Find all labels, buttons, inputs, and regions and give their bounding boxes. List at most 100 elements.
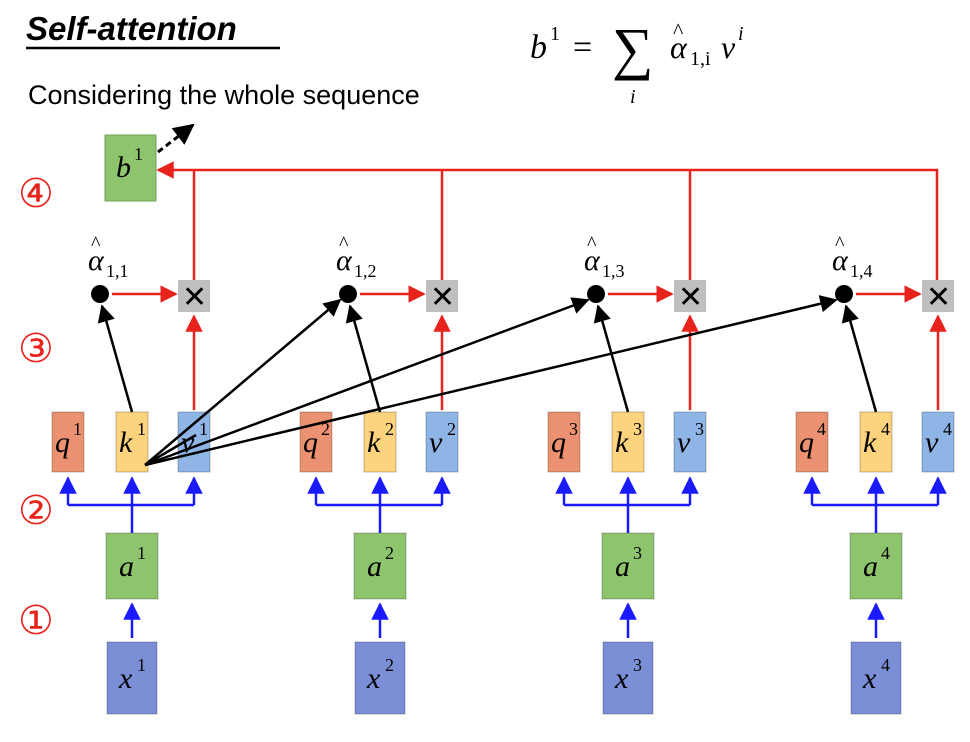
alpha-symbol-2: α <box>336 244 353 277</box>
formula-v: v <box>721 29 736 65</box>
k-4-label: k <box>863 426 877 459</box>
multiply-symbol-4: ✕ <box>926 281 951 314</box>
attention-arrow-4 <box>144 295 838 467</box>
alpha-sub-3: 1,3 <box>602 261 625 281</box>
token-group-4: x 4a 4q 4 k 4 v 4^α 1,4✕ <box>795 233 955 715</box>
arrow-k-to-alpha <box>593 304 630 413</box>
q-4-label: q <box>799 426 814 459</box>
x-3-sup: 3 <box>633 655 642 675</box>
attention-arrow-3 <box>144 297 590 467</box>
step-marker-1: ① <box>18 598 54 644</box>
a-3-label: a <box>615 550 630 583</box>
output-label: b <box>116 151 131 184</box>
v-3-box <box>673 411 707 473</box>
arrow-k-to-alpha <box>841 304 878 413</box>
a-4-label: a <box>863 550 878 583</box>
formula-alpha-hat: ^ <box>673 18 684 43</box>
k-3-box <box>611 411 645 473</box>
step-marker-4: ④ <box>18 171 54 217</box>
q-1-sup: 1 <box>73 419 82 439</box>
alpha-symbol-4: α <box>832 244 849 277</box>
q-3-label: q <box>551 426 566 459</box>
x-4-label: x <box>862 662 877 695</box>
x-1-sup: 1 <box>137 655 146 675</box>
v-2-box <box>425 411 459 473</box>
formula-alpha-sub: 1,i <box>690 48 711 70</box>
k-3-label: k <box>615 426 629 459</box>
alpha-hat-1: ^ <box>91 233 101 255</box>
a-1-box <box>105 532 159 600</box>
multiply-box <box>178 280 210 312</box>
a-3-sup: 3 <box>633 543 642 563</box>
formula-equals: = <box>573 29 592 66</box>
x-4-sup: 4 <box>881 655 890 675</box>
alpha-dot <box>339 285 357 303</box>
a-1-label: a <box>119 550 134 583</box>
k-3-sup: 3 <box>633 419 642 439</box>
diagram-title: Self-attention <box>26 10 237 47</box>
token-group-1: x 1a 1q 1 k 1 v 1^α 1,1✕ <box>51 170 211 715</box>
x-4-box <box>850 641 902 715</box>
x-1-box <box>106 641 158 715</box>
a-4-box <box>849 532 903 600</box>
output-dashed-arrow <box>157 123 195 154</box>
multiply-box <box>922 280 954 312</box>
v-4-sup: 4 <box>943 419 952 439</box>
multiply-box <box>426 280 458 312</box>
formula: b 1 = ∑ i ^ α 1,i v i <box>530 16 744 108</box>
v-3-sup: 3 <box>695 419 704 439</box>
formula-alpha: α <box>670 29 688 65</box>
formula-v-sup: i <box>738 23 744 45</box>
q-2-label: q <box>303 426 318 459</box>
formula-lhs-sup: 1 <box>550 23 560 45</box>
step-marker-3: ③ <box>18 326 54 372</box>
x-2-label: x <box>366 662 381 695</box>
x-2-box <box>354 641 406 715</box>
multiply-symbol-1: ✕ <box>182 281 207 314</box>
q-4-sup: 4 <box>817 419 826 439</box>
alpha-dot <box>835 285 853 303</box>
alpha-dot <box>91 285 109 303</box>
a-2-sup: 2 <box>385 543 394 563</box>
v-4-box <box>921 411 955 473</box>
alpha-sub-2: 1,2 <box>354 261 377 281</box>
x-3-box <box>602 641 654 715</box>
alpha-dot <box>587 285 605 303</box>
aggregation-line <box>156 161 939 290</box>
v-3-label: v <box>677 426 691 459</box>
q-3-sup: 3 <box>569 419 578 439</box>
k-4-sup: 4 <box>881 419 890 439</box>
multiply-box <box>674 280 706 312</box>
a-2-box <box>353 532 407 600</box>
q-4-box <box>795 411 829 473</box>
alpha-sub-4: 1,4 <box>850 261 873 281</box>
multiply-symbol-3: ✕ <box>678 281 703 314</box>
v-4-label: v <box>925 426 939 459</box>
k-1-box <box>115 411 149 473</box>
x-2-sup: 2 <box>385 655 394 675</box>
formula-sum-symbol: ∑ <box>612 16 653 81</box>
a-4-sup: 4 <box>881 543 890 563</box>
arrow-k-to-alpha <box>345 304 382 413</box>
formula-lhs: b <box>530 29 547 66</box>
subtitle: Considering the whole sequence <box>28 80 420 110</box>
output-b1: b 1 <box>104 134 157 202</box>
output-box <box>104 134 157 202</box>
output-sup: 1 <box>134 144 143 164</box>
token-group-2: x 2a 2q 2 k 2 v 2^α 1,2✕ <box>299 170 459 715</box>
